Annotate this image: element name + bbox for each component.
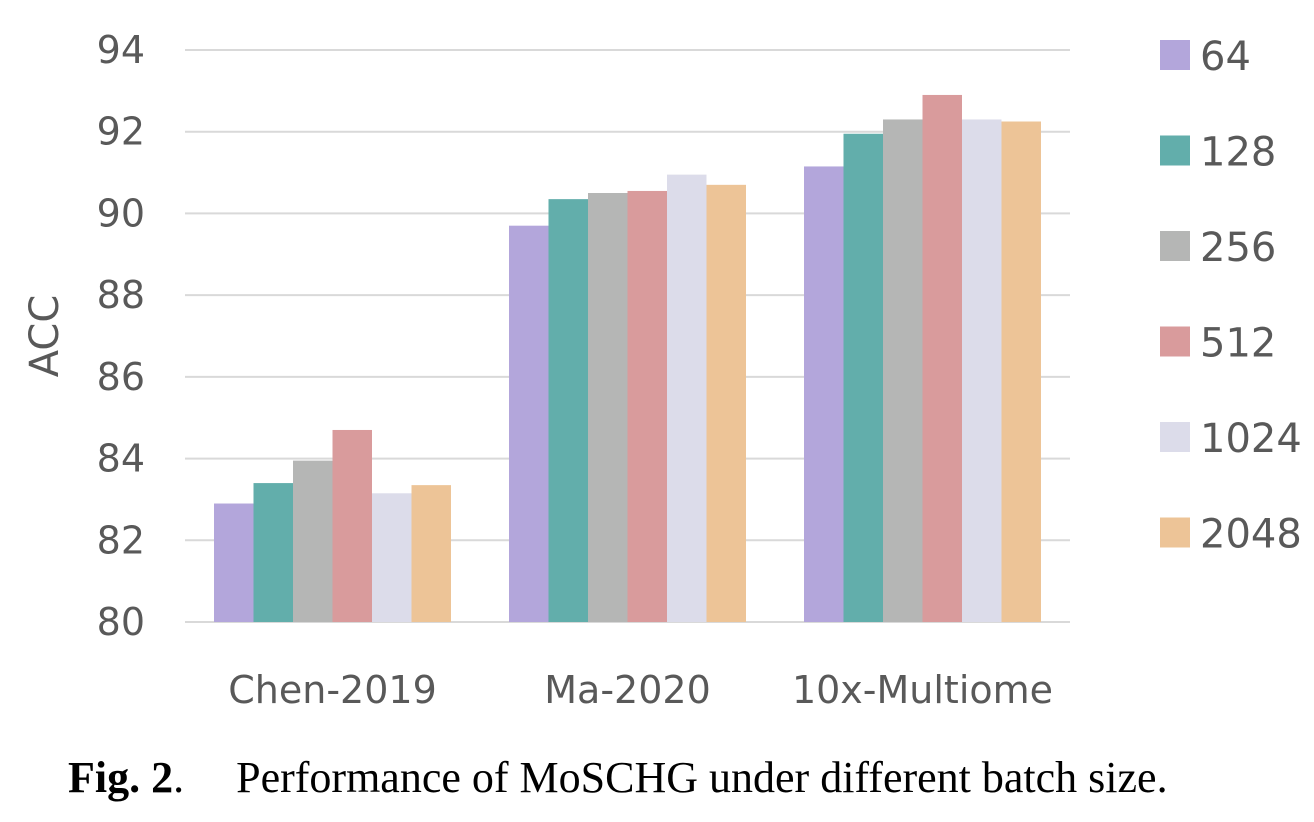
caption-text: Performance of MoSCHG under different ba… xyxy=(236,753,1168,802)
bar-256-Chen-2019 xyxy=(293,460,333,622)
legend-label-64: 64 xyxy=(1200,34,1251,80)
y-tick-label: 80 xyxy=(97,600,145,644)
x-category-label: Chen-2019 xyxy=(228,668,437,712)
y-tick-label: 84 xyxy=(97,437,145,481)
x-category-labels: Chen-2019 Ma-2020 10x-Multiome xyxy=(228,668,1053,712)
x-category-label: Ma-2020 xyxy=(544,668,711,712)
bar-1024-Ma-2020 xyxy=(667,174,707,622)
bars xyxy=(214,94,1041,623)
legend-swatch-1024 xyxy=(1160,422,1190,452)
bar-256-Ma-2020 xyxy=(588,193,628,622)
bar-1024-10x-Multiome xyxy=(962,119,1002,622)
legend-label-512: 512 xyxy=(1200,321,1276,367)
legend-label-1024: 1024 xyxy=(1200,416,1302,462)
bar-2048-10x-Multiome xyxy=(1001,121,1041,622)
bar-256-10x-Multiome xyxy=(883,119,923,622)
y-tick-label: 86 xyxy=(97,355,145,399)
legend-swatch-512 xyxy=(1160,326,1190,357)
y-tick-label: 90 xyxy=(97,191,145,235)
y-tick-label: 94 xyxy=(97,28,145,72)
y-axis-label: ACC xyxy=(22,295,68,378)
bar-128-Ma-2020 xyxy=(548,199,588,622)
legend-swatch-64 xyxy=(1160,40,1190,70)
legend-swatch-256 xyxy=(1160,231,1190,261)
legend-label-128: 128 xyxy=(1200,130,1276,176)
bar-64-Ma-2020 xyxy=(509,225,549,622)
caption-separator: . xyxy=(173,753,185,802)
y-tick-label: 92 xyxy=(97,110,145,154)
y-tick-labels: 80 82 84 86 88 90 92 94 xyxy=(97,28,145,644)
x-category-label: 10x-Multiome xyxy=(792,668,1053,712)
bar-2048-Ma-2020 xyxy=(706,184,746,623)
bar-512-10x-Multiome xyxy=(922,94,962,622)
caption-figure-number: Fig. 2 xyxy=(68,753,174,802)
bar-128-Chen-2019 xyxy=(253,483,293,622)
bar-512-Ma-2020 xyxy=(627,190,667,622)
legend-label-256: 256 xyxy=(1200,225,1276,271)
y-tick-label: 88 xyxy=(97,273,145,317)
legend: 64 128 256 512 1024 2048 xyxy=(1160,34,1302,558)
bar-chart: 80 82 84 86 88 90 92 94 Chen-2019 Ma-2020 10x-Mul… xyxy=(22,28,1302,712)
bar-2048-Chen-2019 xyxy=(411,485,451,622)
bar-64-Chen-2019 xyxy=(214,503,254,622)
figure-caption: Fig. 2. Performance of MoSCHG under diffe… xyxy=(68,752,1268,803)
bar-64-10x-Multiome xyxy=(804,166,844,622)
legend-swatch-2048 xyxy=(1160,517,1190,548)
legend-swatch-128 xyxy=(1160,135,1190,166)
legend-label-2048: 2048 xyxy=(1200,512,1302,558)
y-tick-label: 82 xyxy=(97,518,145,562)
bar-128-10x-Multiome xyxy=(843,133,883,622)
bar-1024-Chen-2019 xyxy=(372,493,412,622)
bar-512-Chen-2019 xyxy=(332,429,372,622)
